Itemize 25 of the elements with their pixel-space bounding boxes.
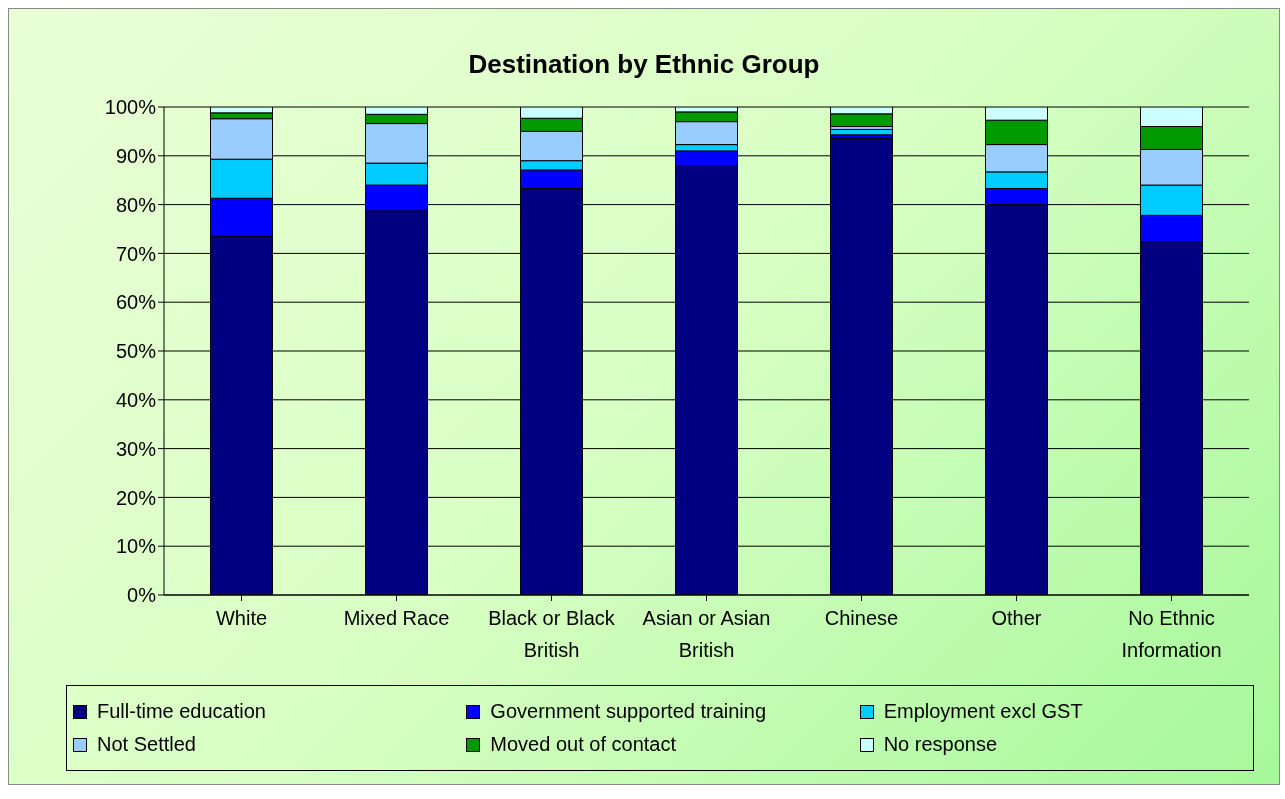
- y-tick-label: 100%: [104, 96, 157, 119]
- legend-label: No response: [883, 733, 998, 756]
- legend-label: Full-time education: [97, 700, 266, 723]
- y-tick-label: 20%: [115, 486, 157, 509]
- y-tick-label: 90%: [115, 144, 157, 167]
- x-tick-label: No Ethnic Information: [1121, 607, 1222, 661]
- x-tick-label: Other: [991, 607, 1042, 629]
- legend-label: Not Settled: [97, 733, 196, 756]
- y-tick-label: 50%: [115, 340, 157, 363]
- y-tick-label: 80%: [115, 193, 157, 216]
- chart-title: Destination by Ethnic Group: [467, 49, 821, 80]
- x-tick-label: Mixed Race: [343, 607, 450, 629]
- legend-label: Employment excl GST: [883, 700, 1083, 723]
- y-tick-label: 30%: [115, 437, 157, 460]
- y-tick-label: 40%: [115, 388, 157, 411]
- x-tick-label: Asian or Asian British: [642, 607, 771, 661]
- x-tick-label: Black or Black British: [488, 607, 616, 661]
- x-tick-label: White: [215, 607, 268, 629]
- y-tick-label: 60%: [115, 291, 157, 314]
- y-tick-label: 0%: [127, 584, 157, 607]
- x-tick-label: Chinese: [824, 607, 899, 629]
- y-tick-label: 10%: [115, 535, 157, 558]
- y-tick-label: 70%: [115, 242, 157, 265]
- legend-label: Moved out of contact: [490, 733, 676, 756]
- legend-label: Government supported training: [490, 700, 767, 723]
